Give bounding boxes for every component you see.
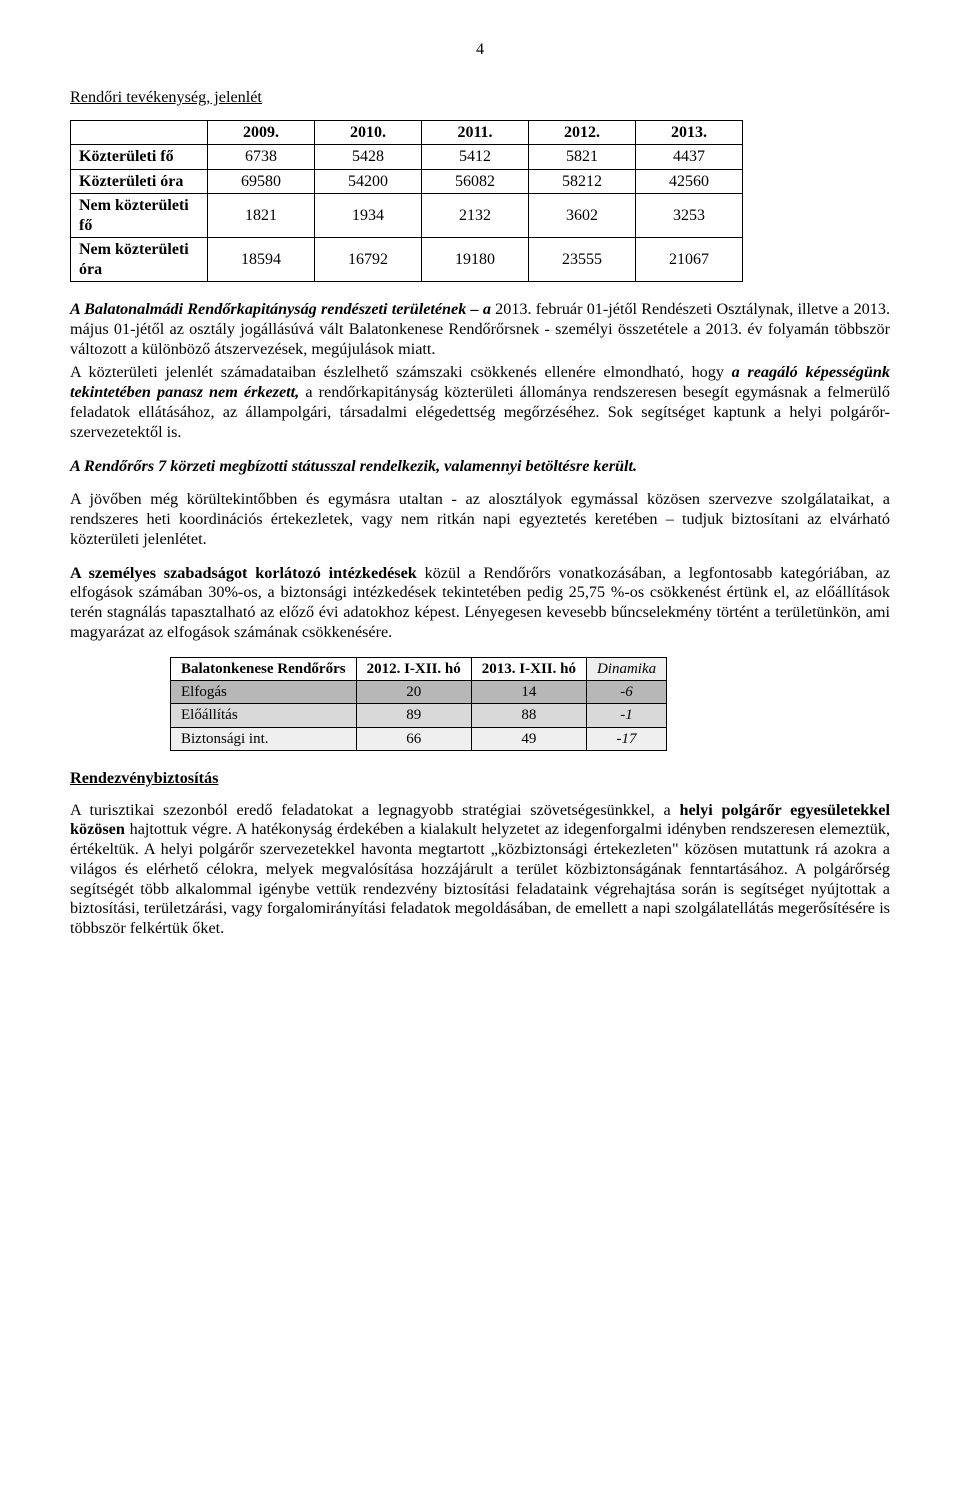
paragraph: A jövőben még körültekintőbben és egymás… [70, 490, 890, 549]
cell: 14 [471, 680, 586, 703]
row-label: Biztonsági int. [171, 727, 357, 750]
col-header: 2012. I-XII. hó [356, 657, 471, 680]
cell: -1 [586, 704, 666, 727]
table-corner [71, 120, 208, 145]
cell: -17 [586, 727, 666, 750]
row-label: Közterületi óra [71, 169, 208, 194]
cell: 5412 [422, 145, 529, 170]
cell: 5428 [315, 145, 422, 170]
cell: 18594 [208, 238, 315, 282]
table-row: Nem közterületi óra 18594 16792 19180 23… [71, 238, 743, 282]
row-label: Közterületi fő [71, 145, 208, 170]
table-row: Közterületi fő 6738 5428 5412 5821 4437 [71, 145, 743, 170]
cell: 5821 [529, 145, 636, 170]
table-header-row: Balatonkenese Rendőrőrs 2012. I-XII. hó … [171, 657, 667, 680]
cell: 88 [471, 704, 586, 727]
cell: 4437 [636, 145, 743, 170]
text: A közterületi jelenlét számadataiban ész… [70, 363, 732, 381]
cell: 3253 [636, 194, 743, 238]
text-bold: A személyes szabadságot korlátozó intézk… [70, 564, 417, 582]
table-row: Nem közterületi fő 1821 1934 2132 3602 3… [71, 194, 743, 238]
page-number: 4 [70, 40, 890, 60]
activity-table: 2009. 2010. 2011. 2012. 2013. Közterület… [70, 120, 743, 283]
paragraph-bold: A Rendőrőrs 7 körzeti megbízotti státuss… [70, 457, 890, 477]
col-header: Dinamika [586, 657, 666, 680]
cell: 2132 [422, 194, 529, 238]
col-header: 2013. I-XII. hó [471, 657, 586, 680]
paragraph: A Balatonalmádi Rendőrkapitányság rendés… [70, 300, 890, 359]
cell: 3602 [529, 194, 636, 238]
cell: -6 [586, 680, 666, 703]
cell: 89 [356, 704, 471, 727]
cell: 49 [471, 727, 586, 750]
cell: 21067 [636, 238, 743, 282]
col-header: Balatonkenese Rendőrőrs [171, 657, 357, 680]
cell: 69580 [208, 169, 315, 194]
cell: 58212 [529, 169, 636, 194]
section-title-events: Rendezvénybiztosítás [70, 769, 890, 789]
cell: 1934 [315, 194, 422, 238]
paragraph: A turisztikai szezonból eredő feladatoka… [70, 801, 890, 939]
table-row: Biztonsági int. 66 49 -17 [171, 727, 667, 750]
paragraph: A közterületi jelenlét számadataiban ész… [70, 363, 890, 442]
cell: 23555 [529, 238, 636, 282]
col-year: 2011. [422, 120, 529, 145]
row-label: Nem közterületi fő [71, 194, 208, 238]
col-year: 2009. [208, 120, 315, 145]
cell: 19180 [422, 238, 529, 282]
cell: 42560 [636, 169, 743, 194]
cell: 66 [356, 727, 471, 750]
table-row: Előállítás 89 88 -1 [171, 704, 667, 727]
cell: 16792 [315, 238, 422, 282]
section-title-activity: Rendőri tevékenység, jelenlét [70, 88, 890, 108]
text: hajtottuk végre. A hatékonyság érdekében… [70, 820, 890, 937]
text-emph: A Balatonalmádi Rendőrkapitányság rendés… [70, 300, 491, 318]
cell: 6738 [208, 145, 315, 170]
paragraph: A személyes szabadságot korlátozó intézk… [70, 564, 890, 643]
row-label: Nem közterületi óra [71, 238, 208, 282]
table-row: Elfogás 20 14 -6 [171, 680, 667, 703]
stats-table: Balatonkenese Rendőrőrs 2012. I-XII. hó … [170, 657, 667, 751]
text: A turisztikai szezonból eredő feladatoka… [70, 801, 679, 819]
col-year: 2012. [529, 120, 636, 145]
table-row: Közterületi óra 69580 54200 56082 58212 … [71, 169, 743, 194]
cell: 56082 [422, 169, 529, 194]
col-year: 2010. [315, 120, 422, 145]
cell: 1821 [208, 194, 315, 238]
cell: 54200 [315, 169, 422, 194]
row-label: Elfogás [171, 680, 357, 703]
cell: 20 [356, 680, 471, 703]
row-label: Előállítás [171, 704, 357, 727]
col-year: 2013. [636, 120, 743, 145]
